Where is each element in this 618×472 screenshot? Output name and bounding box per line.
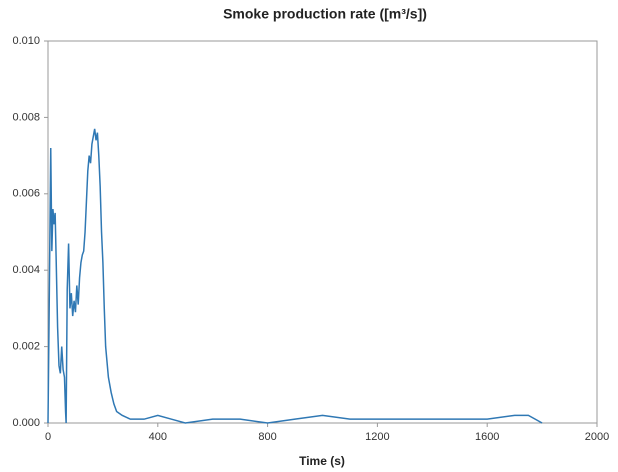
y-tick-label: 0.004 bbox=[12, 264, 40, 276]
plot-frame bbox=[47, 40, 598, 424]
x-tick-label: 2000 bbox=[585, 431, 609, 443]
y-tick-label: 0.000 bbox=[12, 417, 40, 429]
x-tick-label: 0 bbox=[45, 431, 51, 443]
x-tick-label: 800 bbox=[258, 431, 276, 443]
chart-title: Smoke production rate ([m³/s]) bbox=[223, 6, 427, 22]
data-line bbox=[47, 128, 543, 424]
y-tick-label: 0.006 bbox=[12, 188, 40, 200]
y-tick-label: 0.008 bbox=[12, 111, 40, 123]
y-tick-label: 0.010 bbox=[12, 35, 40, 47]
x-axis-label: Time (s) bbox=[299, 454, 345, 468]
y-tick-label: 0.002 bbox=[12, 341, 40, 353]
x-tick-label: 1200 bbox=[365, 431, 389, 443]
x-tick-label: 1600 bbox=[475, 431, 499, 443]
x-tick-label: 400 bbox=[149, 431, 167, 443]
